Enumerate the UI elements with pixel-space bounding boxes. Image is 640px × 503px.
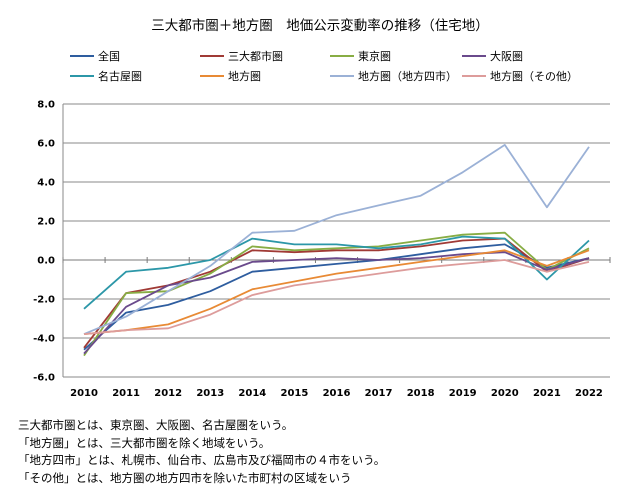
x-tick-label: 2019 [449, 388, 477, 399]
note-line: 「地方圏」とは、三大都市圏を除く地域をいう。 [18, 435, 271, 450]
series-line [83, 235, 590, 310]
legend-label: 大阪圏 [490, 49, 523, 63]
x-tick-label: 2022 [575, 388, 603, 399]
legend-label: 地方圏 [228, 69, 261, 83]
x-tick-label: 2014 [238, 388, 266, 399]
y-tick-label: 8.0 [37, 100, 55, 111]
y-tick-label: -4.0 [33, 334, 55, 345]
legend-label: 地方圏（その他） [490, 69, 578, 83]
x-tick-label: 2016 [323, 388, 351, 399]
x-tick-label: 2010 [70, 388, 98, 399]
x-tick-label: 2011 [112, 388, 140, 399]
legend-label: 東京圏 [358, 49, 391, 63]
series-line [83, 243, 590, 351]
x-tick-label: 2020 [491, 388, 519, 399]
chart-title: 三大都市圏＋地方圏 地価公示変動率の推移（住宅地） [151, 17, 489, 34]
note-line: 三大都市圏とは、東京圏、大阪圏、名古屋圏をいう。 [18, 418, 294, 432]
plot-area: 8.0 6.0 4.0 2.0 0.0 -2.0 -4.0 -6.0 2010 2011 2012 2… [33, 100, 611, 399]
x-tick-label: 2017 [365, 388, 393, 399]
x-tick-label: 2012 [154, 388, 182, 399]
y-tick-label: -6.0 [33, 373, 55, 384]
x-tick-label: 2015 [281, 388, 309, 399]
line-chart: 三大都市圏＋地方圏 地価公示変動率の推移（住宅地） 全国 三大都市圏 東京圏 大阪圏名… [33, 17, 611, 399]
legend-label: 三大都市圏 [228, 49, 283, 63]
x-tick-label: 2018 [407, 388, 435, 399]
y-tick-label: -2.0 [33, 295, 55, 306]
y-tick-label: 0.0 [37, 256, 55, 267]
y-tick-label: 4.0 [37, 178, 55, 189]
y-tick-label: 6.0 [37, 139, 55, 150]
legend-label: 名古屋圏 [98, 69, 142, 83]
y-tick-label: 2.0 [37, 217, 55, 228]
legend-label: 地方圏（地方四市） [358, 69, 457, 83]
x-tick-label: 2013 [196, 388, 224, 399]
note-line: 「地方四市」とは、札幌市、仙台市、広島市及び福岡市の４市をいう。 [18, 453, 386, 468]
x-tick-label: 2021 [533, 388, 561, 399]
series-line [83, 249, 590, 335]
legend-label: 全国 [98, 49, 120, 63]
series-line [83, 143, 590, 335]
series-line [83, 259, 590, 335]
series-line [83, 251, 590, 355]
note-line: 「その他」とは、地方圏の地方四市を除いた市町村の区域をいう [18, 470, 352, 485]
chart-notes: 三大都市圏とは、東京圏、大阪圏、名古屋圏をいう。 「地方圏」とは、三大都市圏を除… [18, 417, 385, 487]
